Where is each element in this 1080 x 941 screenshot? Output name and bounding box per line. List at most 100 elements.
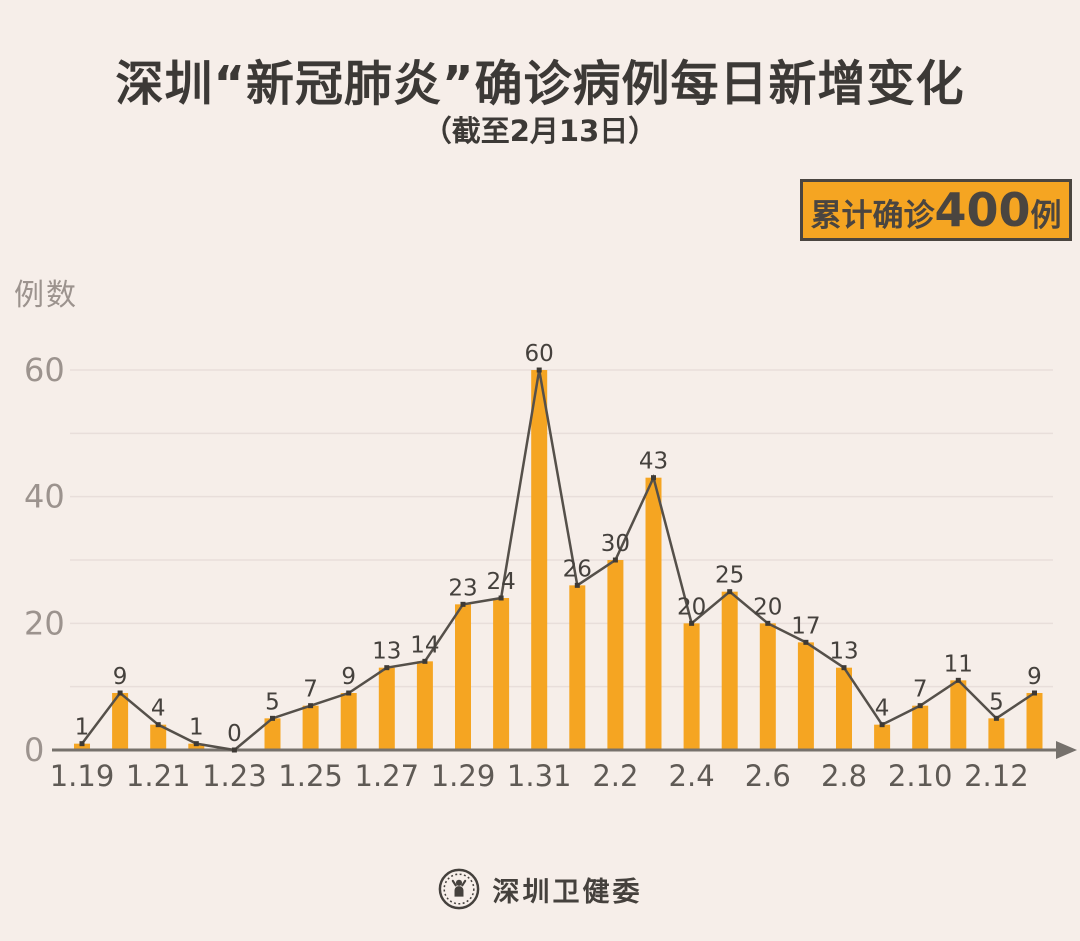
trend-line [81,369,1036,752]
health-commission-seal-icon [438,868,479,910]
bar-1.26 [340,693,357,750]
bar-1.24 [264,718,281,750]
marker-2.4 [689,620,695,626]
bar-1.29 [455,604,471,750]
bar-2.9 [874,724,891,750]
x-tick-label-2.8: 2.8 [821,759,867,793]
bar-1.21 [150,724,167,750]
marker-1.20 [117,690,123,696]
value-label-1.19: 1 [75,715,90,741]
total-confirmed-badge: 累计确诊 400 例 [800,179,1072,241]
footer-org-name: 深圳卫健委 [492,876,643,908]
y-tick-label: 20 [24,604,65,642]
x-tick-label-1.31: 1.31 [507,759,572,793]
bar-2.12 [988,718,1005,750]
y-tick-label: 40 [24,478,65,516]
y-axis-title: 例数 [14,278,78,313]
value-label-2.2: 30 [601,531,630,557]
marker-2.3 [651,475,656,481]
marker-2.7 [803,639,809,645]
bar-2.7 [797,642,814,750]
marker-1.31 [536,367,542,373]
x-tick-label-1.19: 1.19 [50,759,115,793]
bar-2.2 [607,560,624,750]
value-label-1.26: 9 [341,664,356,690]
marker-1.22 [193,741,199,747]
footer: 深圳卫健委 [0,868,1080,910]
marker-1.29 [460,601,466,607]
marker-2.11 [955,677,961,683]
x-tick-label-2.2: 2.2 [592,759,638,793]
marker-1.26 [346,690,352,696]
x-tick-label-1.23: 1.23 [202,759,267,793]
x-tick-label-1.27: 1.27 [355,759,420,793]
x-tick-label-2.4: 2.4 [669,759,715,793]
marker-1.28 [422,658,428,664]
bar-2.5 [721,591,738,750]
x-tick-label-2.12: 2.12 [964,759,1029,793]
value-label-2.8: 13 [829,639,858,665]
badge-suffix-label: 例 [1030,198,1062,234]
bar-2.3 [645,477,662,750]
value-label-2.9: 4 [875,696,890,722]
bar-2.8 [836,667,852,750]
bar-1.28 [416,661,433,750]
marker-1.27 [384,665,390,671]
page-title: 深圳“新冠肺炎”确诊病例每日新增变化 [115,56,965,112]
x-axis-arrow-icon [1056,741,1077,759]
bar-1.25 [302,705,319,750]
value-label-1.22: 1 [189,715,204,741]
marker-2.9 [879,722,885,728]
bar-1.20 [112,693,129,750]
value-label-1.28: 14 [410,632,439,658]
badge-prefix-label: 累计确诊 [810,198,935,234]
y-tick-label: 60 [24,351,65,389]
bar-1.19 [74,743,90,750]
value-label-1.30: 24 [486,569,515,595]
value-label-1.21: 4 [151,696,166,722]
bar-2.13 [1026,693,1043,750]
marker-1.23 [231,747,237,753]
marker-1.30 [498,595,504,601]
value-label-2.5: 25 [715,563,744,589]
marker-1.25 [308,703,314,709]
marker-1.19 [79,741,85,747]
value-label-1.29: 23 [448,575,477,601]
marker-2.5 [727,589,733,595]
marker-2.8 [841,665,847,671]
value-label-2.12: 5 [989,689,1004,715]
bar-1.30 [493,598,510,750]
value-label-2.6: 20 [753,594,782,620]
bar-2.4 [683,623,700,750]
page-subtitle: （截至2月13日） [422,114,658,148]
marker-1.24 [270,715,275,721]
x-tick-label-2.10: 2.10 [888,759,953,793]
marker-2.12 [993,715,999,721]
x-tick-label-1.25: 1.25 [278,759,343,793]
value-label-1.25: 7 [303,677,318,703]
x-tick-label-1.29: 1.29 [431,759,496,793]
value-label-2.13: 9 [1027,664,1042,690]
bar-2.6 [759,623,776,750]
bar-2.10 [912,705,929,750]
marker-2.1 [574,582,580,588]
value-label-1.31: 60 [525,341,554,367]
value-label-2.10: 7 [913,677,928,703]
value-label-2.1: 26 [563,556,592,582]
value-label-2.11: 11 [944,651,973,677]
marker-1.21 [155,722,161,728]
value-label-1.23: 0 [227,721,242,747]
badge-total-number: 400 [934,183,1031,237]
value-label-2.3: 43 [639,449,668,475]
bar-1.27 [378,667,395,750]
marker-2.2 [612,557,618,563]
x-tick-label-1.21: 1.21 [126,759,191,793]
value-label-1.24: 5 [265,689,280,715]
bar-1.31 [531,370,548,750]
bar-1.22 [188,743,205,750]
marker-2.13 [1032,690,1037,696]
value-label-1.27: 13 [372,639,401,665]
y-tick-label: 0 [24,731,44,769]
marker-2.10 [917,703,923,709]
